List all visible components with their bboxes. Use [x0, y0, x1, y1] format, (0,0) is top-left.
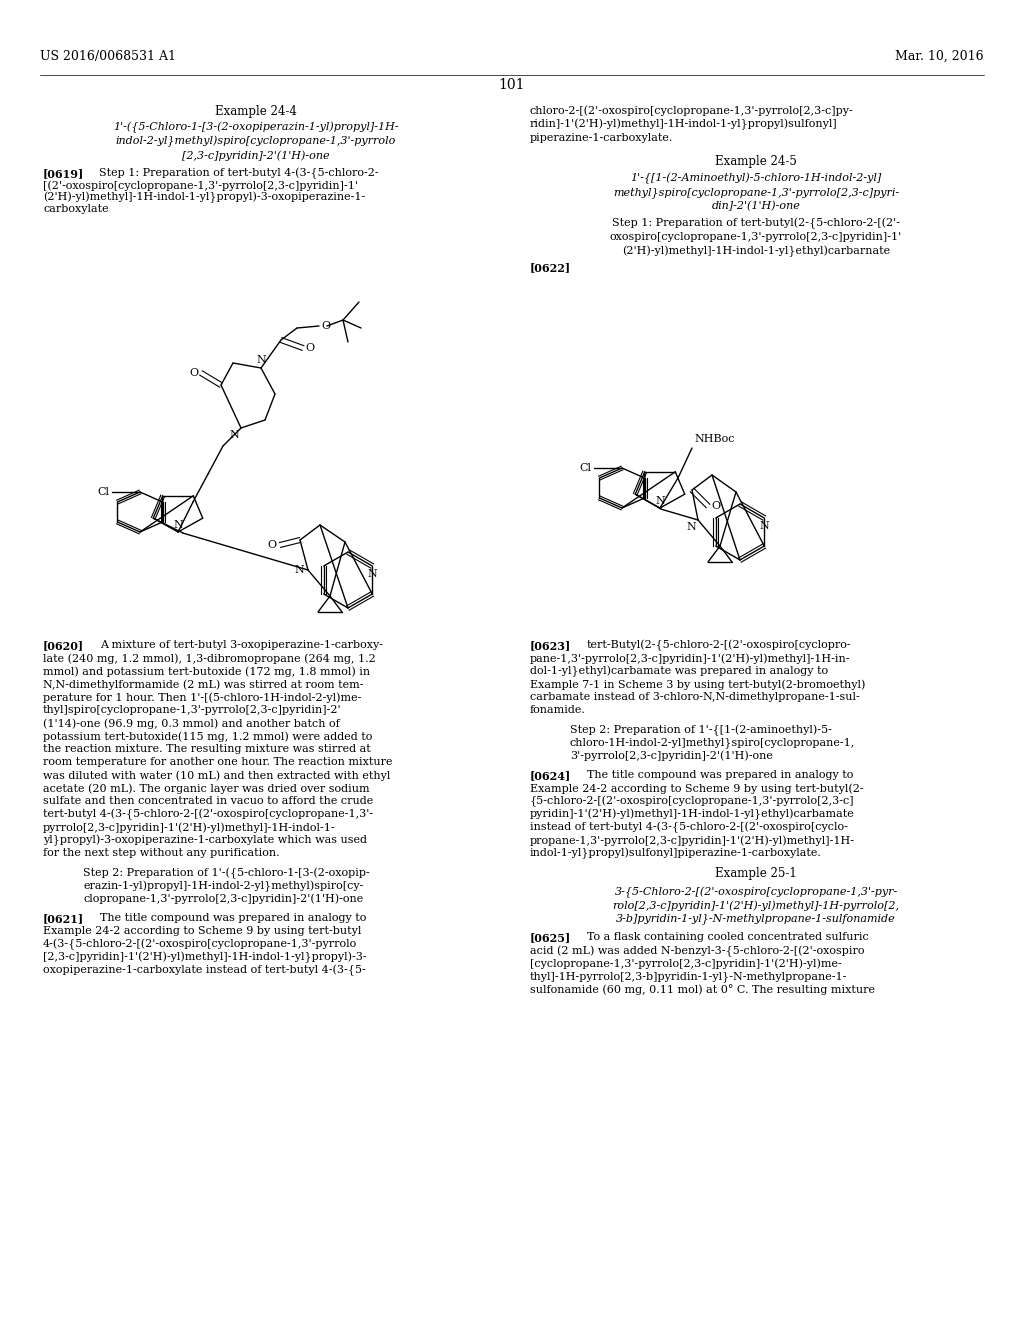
Text: Cl: Cl	[97, 487, 109, 498]
Text: for the next step without any purification.: for the next step without any purificati…	[43, 847, 280, 858]
Text: N,N-dimethylformamide (2 mL) was stirred at room tem-: N,N-dimethylformamide (2 mL) was stirred…	[43, 678, 364, 689]
Text: Example 24-5: Example 24-5	[715, 154, 797, 168]
Text: (2'H)-yl)methyl]-1H-indol-1-yl}propyl)-3-oxopiperazine-1-: (2'H)-yl)methyl]-1H-indol-1-yl}propyl)-3…	[43, 191, 366, 203]
Text: din]-2'(1'H)-one: din]-2'(1'H)-one	[712, 201, 801, 211]
Text: thyl]-1H-pyrrolo[2,3-b]pyridin-1-yl}-N-methylpropane-1-: thyl]-1H-pyrrolo[2,3-b]pyridin-1-yl}-N-m…	[530, 972, 848, 982]
Text: potassium tert-butoxide(115 mg, 1.2 mmol) were added to: potassium tert-butoxide(115 mg, 1.2 mmol…	[43, 731, 373, 742]
Text: {5-chloro-2-[(2'-oxospiro[cyclopropane-1,3'-pyrrolo[2,3-c]: {5-chloro-2-[(2'-oxospiro[cyclopropane-1…	[530, 796, 855, 808]
Text: thyl]spiro[cyclopropane-1,3'-pyrrolo[2,3-c]pyridin]-2': thyl]spiro[cyclopropane-1,3'-pyrrolo[2,3…	[43, 705, 342, 715]
Text: indol-2-yl}methyl)spiro[cyclopropane-1,3'-pyrrolo: indol-2-yl}methyl)spiro[cyclopropane-1,3…	[116, 136, 396, 148]
Text: N: N	[256, 355, 266, 366]
Text: 1'-({5-Chloro-1-[3-(2-oxopiperazin-1-yl)propyl]-1H-: 1'-({5-Chloro-1-[3-(2-oxopiperazin-1-yl)…	[114, 121, 398, 133]
Text: A mixture of tert-butyl 3-oxopiperazine-1-carboxy-: A mixture of tert-butyl 3-oxopiperazine-…	[100, 640, 383, 649]
Text: Example 24-2 according to Scheme 9 by using tert-butyl: Example 24-2 according to Scheme 9 by us…	[43, 927, 361, 936]
Text: N: N	[368, 569, 377, 579]
Text: pane-1,3'-pyrrolo[2,3-c]pyridin]-1'(2'H)-yl)methyl]-1H-in-: pane-1,3'-pyrrolo[2,3-c]pyridin]-1'(2'H)…	[530, 653, 851, 664]
Text: oxospiro[cyclopropane-1,3'-pyrrolo[2,3-c]pyridin]-1': oxospiro[cyclopropane-1,3'-pyrrolo[2,3-c…	[610, 232, 902, 242]
Text: 3'-pyrrolo[2,3-c]pyridin]-2'(1'H)-one: 3'-pyrrolo[2,3-c]pyridin]-2'(1'H)-one	[570, 751, 773, 762]
Text: propane-1,3'-pyrrolo[2,3-c]pyridin]-1'(2'H)-yl)methyl]-1H-: propane-1,3'-pyrrolo[2,3-c]pyridin]-1'(2…	[530, 836, 855, 846]
Text: ridin]-1'(2'H)-yl)methyl]-1H-indol-1-yl}propyl)sulfonyl]: ridin]-1'(2'H)-yl)methyl]-1H-indol-1-yl}…	[530, 119, 838, 131]
Text: instead of tert-butyl 4-(3-{5-chloro-2-[(2'-oxospiro[cyclo-: instead of tert-butyl 4-(3-{5-chloro-2-[…	[530, 822, 848, 833]
Text: carboxylate: carboxylate	[43, 205, 109, 214]
Text: erazin-1-yl)propyl]-1H-indol-2-yl}methyl)spiro[cy-: erazin-1-yl)propyl]-1H-indol-2-yl}methyl…	[83, 880, 364, 892]
Text: was diluted with water (10 mL) and then extracted with ethyl: was diluted with water (10 mL) and then …	[43, 770, 390, 780]
Text: [2,3-c]pyridin]-1'(2'H)-yl)methyl]-1H-indol-1-yl}propyl)-3-: [2,3-c]pyridin]-1'(2'H)-yl)methyl]-1H-in…	[43, 952, 367, 964]
Text: oxopiperazine-1-carboxylate instead of tert-butyl 4-(3-{5-: oxopiperazine-1-carboxylate instead of t…	[43, 965, 366, 977]
Text: N: N	[655, 496, 665, 506]
Text: (1'14)-one (96.9 mg, 0.3 mmol) and another batch of: (1'14)-one (96.9 mg, 0.3 mmol) and anoth…	[43, 718, 340, 729]
Text: [0621]: [0621]	[43, 913, 84, 924]
Text: clopropane-1,3'-pyrrolo[2,3-c]pyridin]-2'(1'H)-one: clopropane-1,3'-pyrrolo[2,3-c]pyridin]-2…	[83, 894, 364, 904]
Text: yl}propyl)-3-oxopiperazine-1-carboxylate which was used: yl}propyl)-3-oxopiperazine-1-carboxylate…	[43, 836, 367, 846]
Text: [0620]: [0620]	[43, 640, 84, 651]
Text: 1'-{[1-(2-Aminoethyl)-5-chloro-1H-indol-2-yl]: 1'-{[1-(2-Aminoethyl)-5-chloro-1H-indol-…	[631, 173, 882, 185]
Text: piperazine-1-carboxylate.: piperazine-1-carboxylate.	[530, 133, 674, 143]
Text: 101: 101	[499, 78, 525, 92]
Text: Example 7-1 in Scheme 3 by using tert-butyl(2-bromoethyl): Example 7-1 in Scheme 3 by using tert-bu…	[530, 678, 865, 689]
Text: N: N	[229, 430, 239, 440]
Text: (2'H)-yl)methyl]-1H-indol-1-yl}ethyl)carbarnate: (2'H)-yl)methyl]-1H-indol-1-yl}ethyl)car…	[622, 246, 890, 257]
Text: [2,3-c]pyridin]-2'(1'H)-one: [2,3-c]pyridin]-2'(1'H)-one	[182, 150, 330, 161]
Text: room temperature for another one hour. The reaction mixture: room temperature for another one hour. T…	[43, 756, 392, 767]
Text: [0622]: [0622]	[530, 261, 571, 273]
Text: O: O	[711, 502, 720, 511]
Text: chloro-1H-indol-2-yl]methyl}spiro[cyclopropane-1,: chloro-1H-indol-2-yl]methyl}spiro[cyclop…	[570, 738, 855, 748]
Text: O: O	[267, 540, 276, 550]
Text: [0625]: [0625]	[530, 932, 571, 944]
Text: N: N	[294, 565, 304, 576]
Text: Example 24-2 according to Scheme 9 by using tert-butyl(2-: Example 24-2 according to Scheme 9 by us…	[530, 783, 863, 793]
Text: O: O	[321, 321, 330, 331]
Text: fonamide.: fonamide.	[530, 705, 586, 715]
Text: Step 2: Preparation of 1'-({5-chloro-1-[3-(2-oxopip-: Step 2: Preparation of 1'-({5-chloro-1-[…	[83, 867, 370, 879]
Text: 3-b]pyridin-1-yl}-N-methylpropane-1-sulfonamide: 3-b]pyridin-1-yl}-N-methylpropane-1-sulf…	[616, 913, 896, 924]
Text: sulfonamide (60 mg, 0.11 mol) at 0° C. The resulting mixture: sulfonamide (60 mg, 0.11 mol) at 0° C. T…	[530, 985, 874, 995]
Text: The title compound was prepared in analogy to: The title compound was prepared in analo…	[100, 913, 367, 923]
Text: 3-{5-Chloro-2-[(2'-oxospiro[cyclopropane-1,3'-pyr-: 3-{5-Chloro-2-[(2'-oxospiro[cyclopropane…	[614, 887, 898, 899]
Text: Mar. 10, 2016: Mar. 10, 2016	[895, 50, 984, 63]
Text: pyridin]-1'(2'H)-yl)methyl]-1H-indol-1-yl}ethyl)carbamate: pyridin]-1'(2'H)-yl)methyl]-1H-indol-1-y…	[530, 809, 855, 820]
Text: US 2016/0068531 A1: US 2016/0068531 A1	[40, 50, 176, 63]
Text: Step 1: Preparation of tert-butyl 4-(3-{5-chloro-2-: Step 1: Preparation of tert-butyl 4-(3-{…	[99, 168, 379, 180]
Text: Example 25-1: Example 25-1	[715, 867, 797, 880]
Text: Step 2: Preparation of 1'-{[1-(2-aminoethyl)-5-: Step 2: Preparation of 1'-{[1-(2-aminoet…	[570, 725, 831, 735]
Text: late (240 mg, 1.2 mmol), 1,3-dibromopropane (264 mg, 1.2: late (240 mg, 1.2 mmol), 1,3-dibromoprop…	[43, 653, 376, 664]
Text: methyl}spiro[cyclopropane-1,3'-pyrrolo[2,3-c]pyri-: methyl}spiro[cyclopropane-1,3'-pyrrolo[2…	[613, 187, 899, 198]
Text: [(2'-oxospiro[cyclopropane-1,3'-pyrrolo[2,3-c]pyridin]-1': [(2'-oxospiro[cyclopropane-1,3'-pyrrolo[…	[43, 180, 358, 190]
Text: dol-1-yl}ethyl)carbamate was prepared in analogy to: dol-1-yl}ethyl)carbamate was prepared in…	[530, 667, 828, 677]
Text: rolo[2,3-c]pyridin]-1'(2'H)-yl)methyl]-1H-pyrrolo[2,: rolo[2,3-c]pyridin]-1'(2'H)-yl)methyl]-1…	[612, 900, 899, 911]
Text: [0624]: [0624]	[530, 770, 571, 781]
Text: acid (2 mL) was added N-benzyl-3-{5-chloro-2-[(2'-oxospiro: acid (2 mL) was added N-benzyl-3-{5-chlo…	[530, 945, 864, 957]
Text: The title compound was prepared in analogy to: The title compound was prepared in analo…	[587, 770, 853, 780]
Text: tert-butyl 4-(3-{5-chloro-2-[(2'-oxospiro[cyclopropane-1,3'-: tert-butyl 4-(3-{5-chloro-2-[(2'-oxospir…	[43, 809, 373, 820]
Text: NHBoc: NHBoc	[694, 434, 734, 444]
Text: Example 24-4: Example 24-4	[215, 106, 297, 117]
Text: sulfate and then concentrated in vacuo to afford the crude: sulfate and then concentrated in vacuo t…	[43, 796, 374, 807]
Text: Step 1: Preparation of tert-butyl(2-{5-chloro-2-[(2'-: Step 1: Preparation of tert-butyl(2-{5-c…	[612, 218, 900, 230]
Text: [cyclopropane-1,3'-pyrrolo[2,3-c]pyridin]-1'(2'H)-yl)me-: [cyclopropane-1,3'-pyrrolo[2,3-c]pyridin…	[530, 958, 842, 969]
Text: To a flask containing cooled concentrated sulfuric: To a flask containing cooled concentrate…	[587, 932, 868, 942]
Text: perature for 1 hour. Then 1'-[(5-chloro-1H-indol-2-yl)me-: perature for 1 hour. Then 1'-[(5-chloro-…	[43, 692, 361, 702]
Text: [0623]: [0623]	[530, 640, 571, 651]
Text: acetate (20 mL). The organic layer was dried over sodium: acetate (20 mL). The organic layer was d…	[43, 783, 370, 793]
Text: N: N	[686, 521, 696, 532]
Text: O: O	[188, 368, 198, 378]
Text: tert-Butyl(2-{5-chloro-2-[(2'-oxospiro[cyclopro-: tert-Butyl(2-{5-chloro-2-[(2'-oxospiro[c…	[587, 640, 852, 651]
Text: N: N	[173, 520, 183, 531]
Text: indol-1-yl}propyl)sulfonyl]piperazine-1-carboxylate.: indol-1-yl}propyl)sulfonyl]piperazine-1-…	[530, 847, 822, 859]
Text: mmol) and potassium tert-butoxide (172 mg, 1.8 mmol) in: mmol) and potassium tert-butoxide (172 m…	[43, 667, 370, 677]
Text: chloro-2-[(2'-oxospiro[cyclopropane-1,3'-pyrrolo[2,3-c]py-: chloro-2-[(2'-oxospiro[cyclopropane-1,3'…	[530, 106, 854, 116]
Text: pyrrolo[2,3-c]pyridin]-1'(2'H)-yl)methyl]-1H-indol-1-: pyrrolo[2,3-c]pyridin]-1'(2'H)-yl)methyl…	[43, 822, 336, 833]
Text: 4-(3-{5-chloro-2-[(2'-oxospiro[cyclopropane-1,3'-pyrrolo: 4-(3-{5-chloro-2-[(2'-oxospiro[cycloprop…	[43, 939, 357, 950]
Text: [0619]: [0619]	[43, 168, 84, 180]
Text: Cl: Cl	[579, 463, 591, 473]
Text: the reaction mixture. The resulting mixture was stirred at: the reaction mixture. The resulting mixt…	[43, 744, 371, 754]
Text: carbamate instead of 3-chloro-N,N-dimethylpropane-1-sul-: carbamate instead of 3-chloro-N,N-dimeth…	[530, 692, 860, 702]
Text: O: O	[305, 343, 314, 352]
Text: N: N	[760, 521, 769, 531]
